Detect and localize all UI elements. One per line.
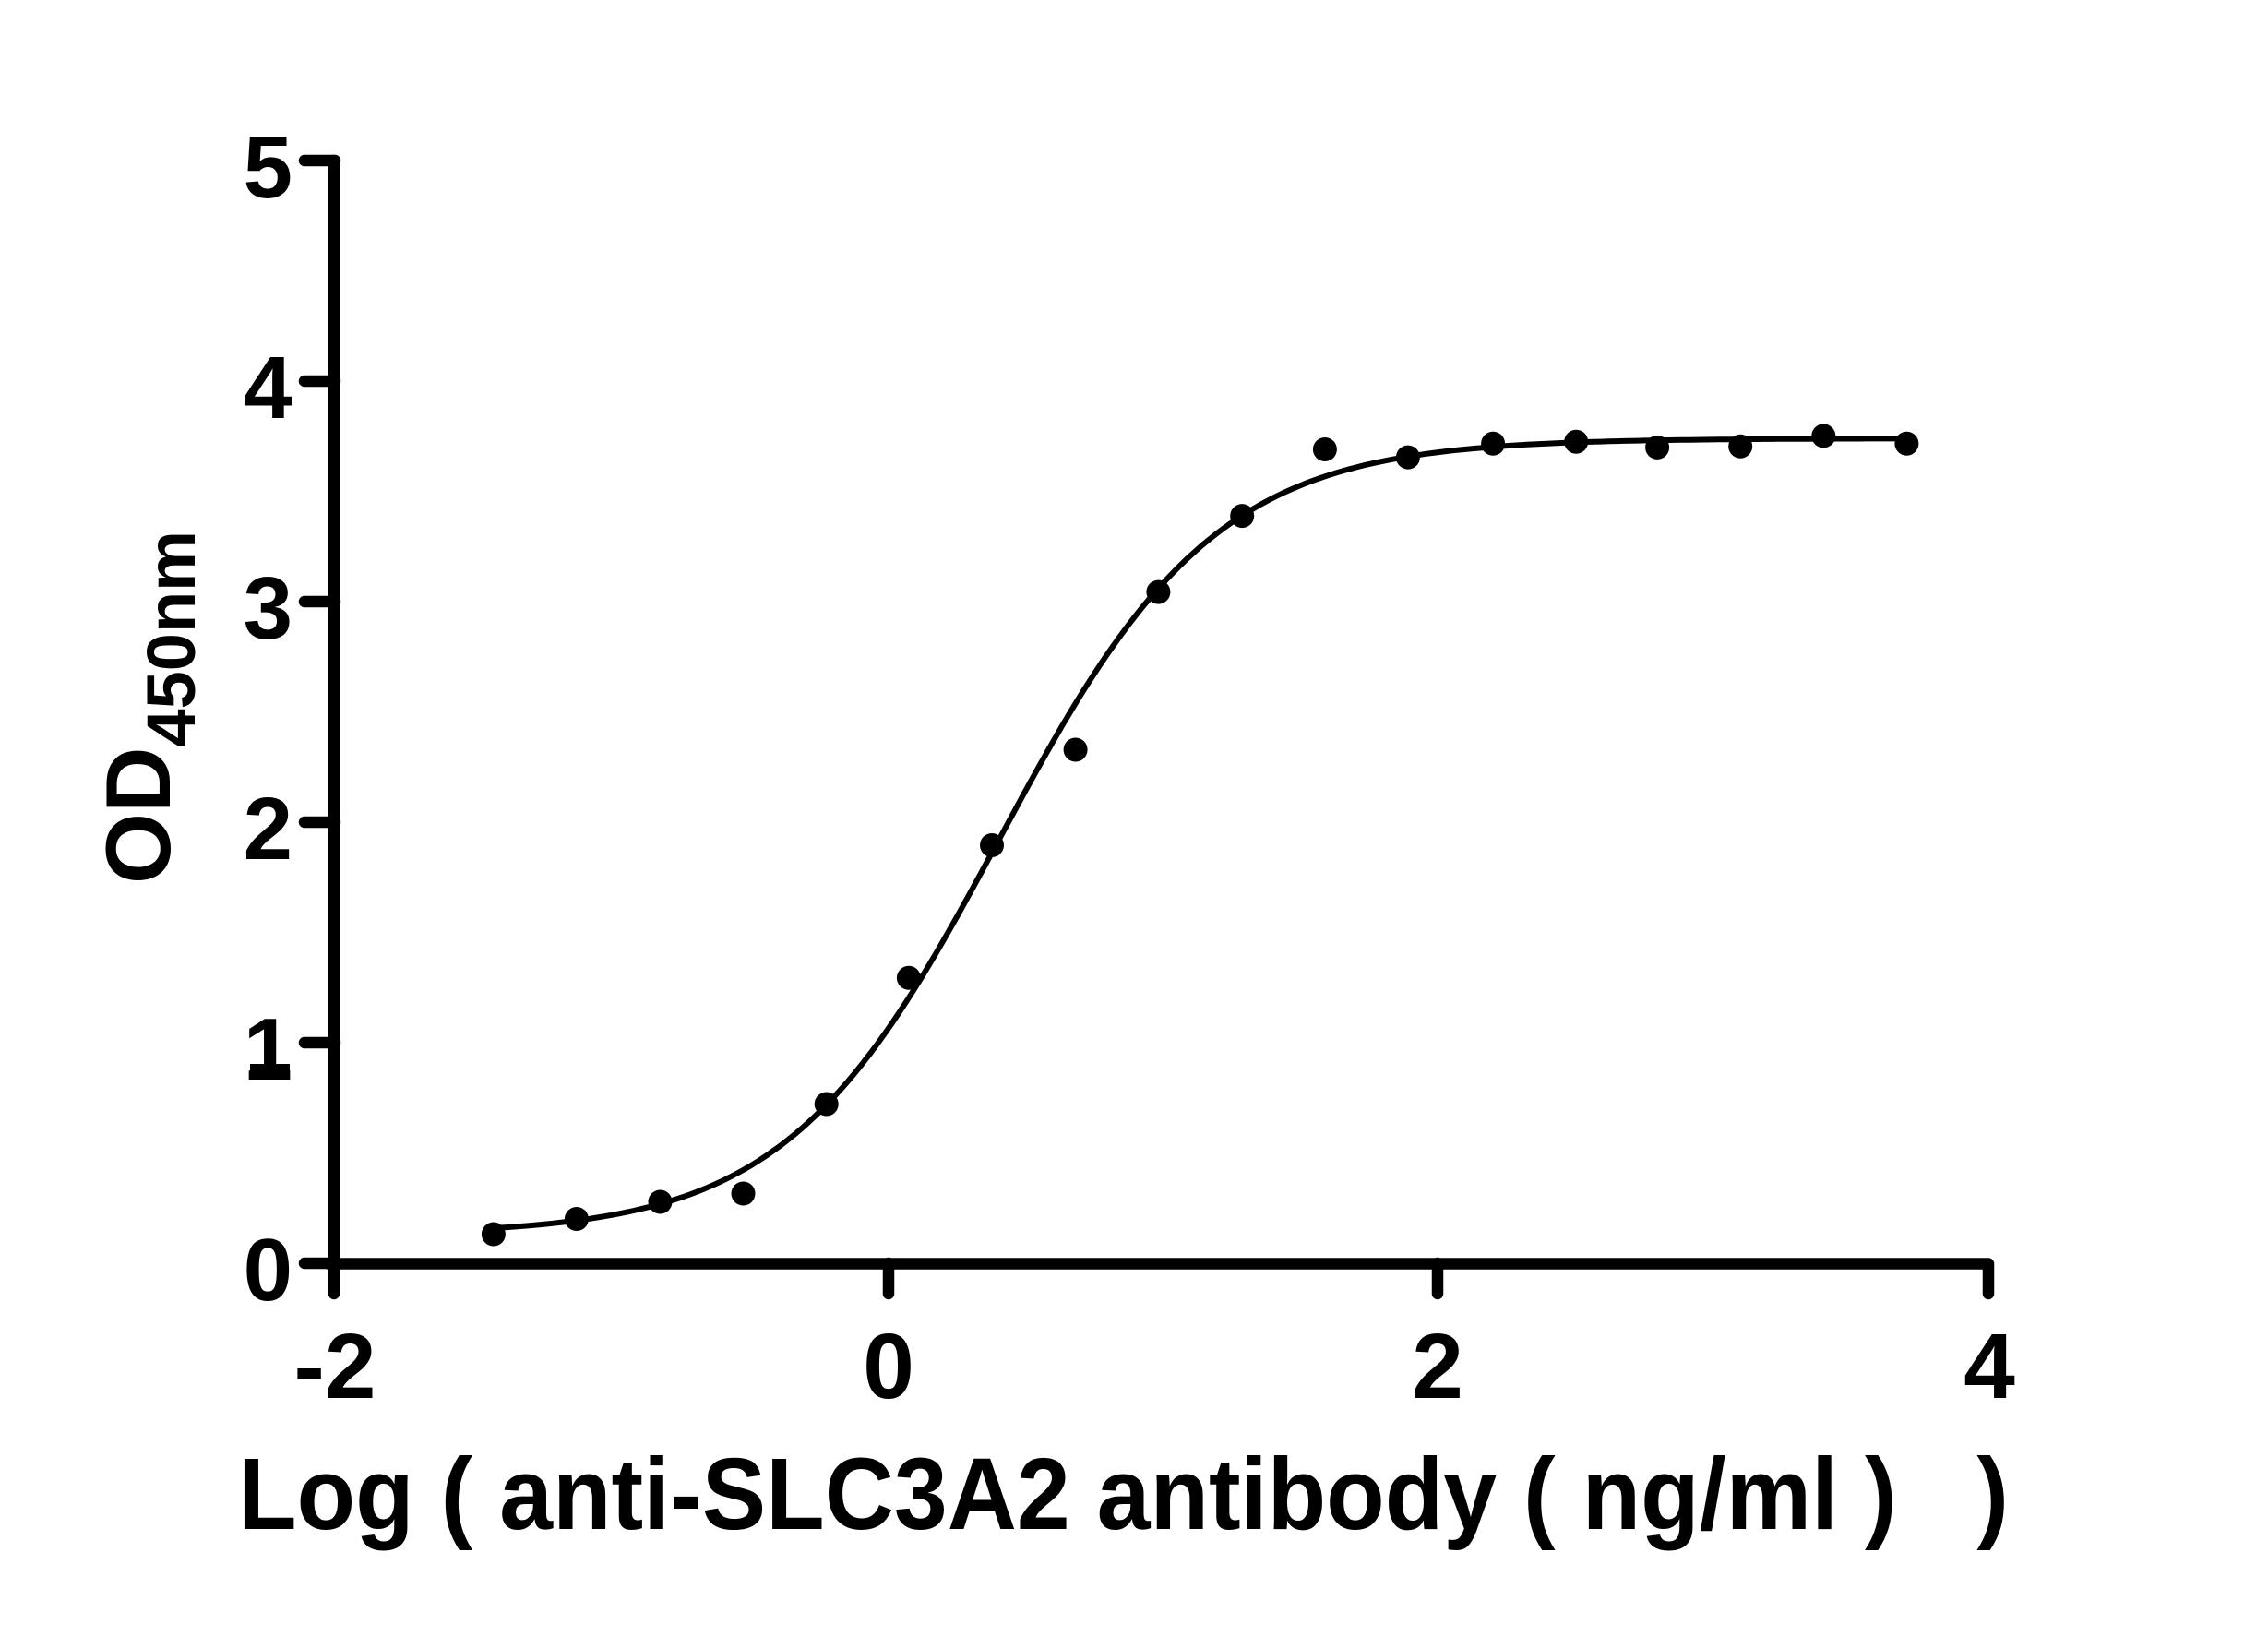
svg-text:0: 0 <box>244 1221 292 1320</box>
svg-text:0: 0 <box>863 1315 914 1418</box>
svg-text:2: 2 <box>244 780 292 878</box>
svg-text:5: 5 <box>244 118 292 217</box>
svg-text:3: 3 <box>244 559 292 658</box>
svg-text:Log ( anti-SLC3A2 antibody ( n: Log ( anti-SLC3A2 antibody ( ng/ml ) ) <box>238 1438 2009 1551</box>
svg-text:4: 4 <box>244 339 292 437</box>
svg-text:2: 2 <box>1412 1315 1463 1418</box>
svg-text:-2: -2 <box>294 1315 376 1418</box>
svg-text:4: 4 <box>1964 1315 2015 1418</box>
svg-text:1: 1 <box>244 1000 292 1099</box>
